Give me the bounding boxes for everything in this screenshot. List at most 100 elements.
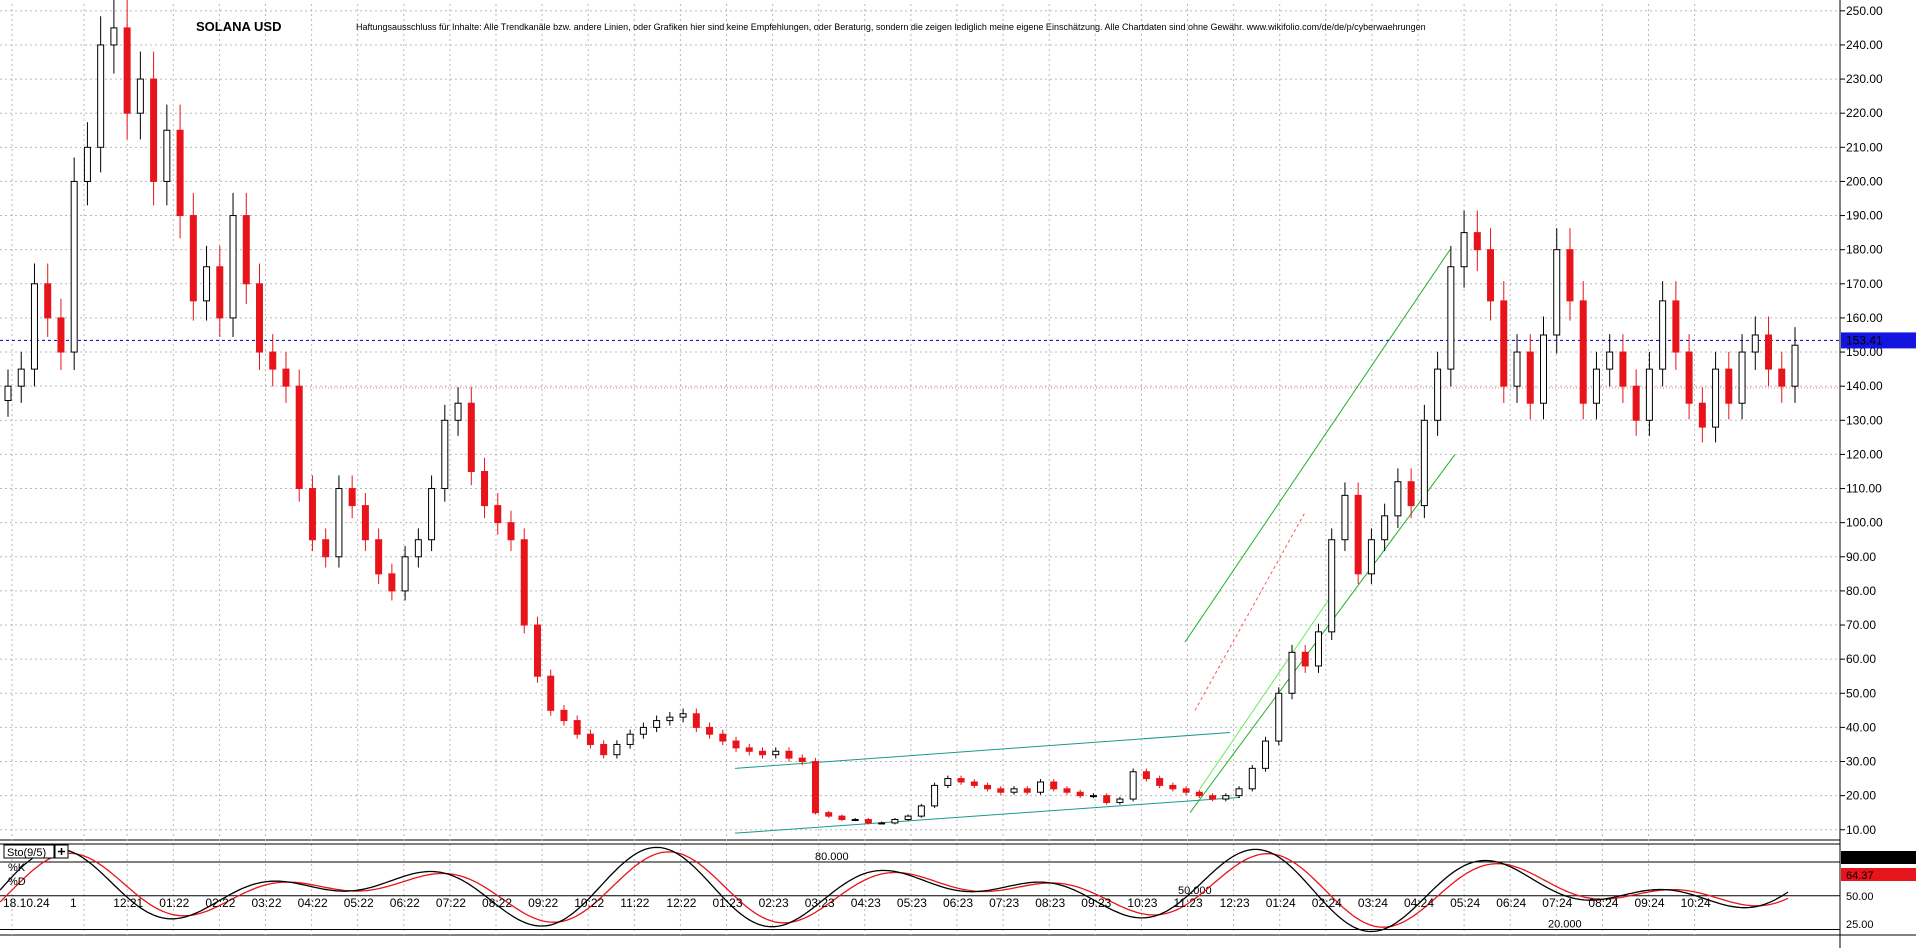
candle-body (361, 505, 369, 541)
candle (1579, 281, 1587, 420)
y-tick-label: 140.00 (1846, 379, 1883, 393)
candle (83, 122, 91, 206)
candle (414, 528, 422, 568)
candle-body (1566, 249, 1574, 302)
current-price-badge (1841, 332, 1916, 349)
x-tick-label: 12:23 (1220, 896, 1250, 910)
y-tick-label: 240.00 (1846, 38, 1883, 52)
candle-body (4, 385, 12, 402)
y-tick-label: 30.00 (1846, 755, 1876, 769)
candle-body (851, 819, 859, 822)
candle (123, 0, 131, 140)
candle (295, 369, 303, 502)
x-tick-label: 10:24 (1681, 896, 1711, 910)
candle-body (1619, 351, 1627, 387)
candle-body (163, 129, 171, 182)
candle-body (1050, 781, 1058, 790)
candle-body (1169, 784, 1177, 790)
candle (1460, 210, 1468, 288)
candle-body (706, 726, 714, 735)
candle (1341, 482, 1349, 552)
x-tick-label: 03:23 (805, 896, 835, 910)
candle-body (1275, 692, 1283, 742)
y-tick-label: 70.00 (1846, 618, 1876, 632)
candle-body (1685, 351, 1693, 404)
candle-body (1314, 631, 1322, 667)
candle-body (1222, 795, 1230, 800)
y-tick-label: 230.00 (1846, 72, 1883, 86)
x-tick-label: 01:24 (1266, 896, 1296, 910)
candle (308, 475, 316, 552)
candle (970, 779, 978, 789)
candle-body (1129, 771, 1137, 800)
candle-body (467, 402, 475, 472)
candle (1010, 786, 1018, 795)
candle-body (904, 815, 912, 821)
candle-body (428, 488, 436, 541)
candle (1248, 764, 1256, 792)
stochastic-panel: 80.000 50.000 20.000 Sto(9/5) %K %D 82.58 64.37… (0, 843, 1916, 933)
candle (1050, 779, 1058, 792)
y-tick-label: 250.00 (1846, 4, 1883, 18)
candle-body (1791, 344, 1799, 387)
candle (1367, 528, 1375, 584)
candle (573, 715, 581, 739)
candle-body (1023, 788, 1031, 793)
candle-body (944, 778, 952, 786)
candle (957, 775, 965, 785)
candle (811, 757, 819, 815)
candle (825, 810, 833, 818)
candle (97, 16, 105, 173)
candle-body (1606, 351, 1614, 370)
channel-bottom-teal (734, 796, 1241, 834)
candle-body (719, 733, 727, 742)
candle-body (1301, 651, 1309, 667)
candle (745, 743, 753, 756)
candle-body (1010, 788, 1018, 793)
candle (481, 457, 489, 519)
y-tick-label: 100.00 (1846, 516, 1883, 530)
candle-body (1076, 791, 1084, 797)
candle (1129, 768, 1137, 802)
x-tick-label: 08:23 (1035, 896, 1065, 910)
candle (30, 263, 38, 387)
candle-body (1698, 402, 1706, 428)
candle-body (1645, 368, 1653, 421)
x-tick-label: 10:22 (574, 896, 604, 910)
candle-body (586, 733, 594, 745)
channel-top-green (1184, 249, 1451, 643)
candle-body (984, 784, 992, 790)
candle (1659, 281, 1667, 387)
candle (1036, 779, 1044, 795)
candle (997, 786, 1005, 795)
candle (401, 546, 409, 601)
candle-body (1367, 539, 1375, 575)
x-tick-label: 04:24 (1404, 896, 1434, 910)
y-tick-label: 50.00 (1846, 686, 1876, 700)
candle (1116, 796, 1124, 805)
candle-body (679, 713, 687, 718)
stoch-d-badge (1841, 868, 1916, 881)
candle-body (811, 761, 819, 814)
candle-body (1116, 798, 1124, 803)
candle (1672, 281, 1680, 370)
candle-body (891, 819, 899, 824)
candle (1275, 687, 1283, 746)
candle-body (1381, 515, 1389, 541)
candle-body (1592, 368, 1600, 404)
x-tick-label: 06:23 (943, 896, 973, 910)
x-tick-label: 02:24 (1312, 896, 1342, 910)
candle (520, 528, 528, 634)
candle (944, 775, 952, 789)
x-tick-label: 03:24 (1358, 896, 1388, 910)
candle (1076, 789, 1084, 799)
x-tick-label: 18.10.24 (3, 896, 50, 910)
support-line (1199, 597, 1331, 790)
y-tick-label: 200.00 (1846, 174, 1883, 188)
candle (1553, 228, 1561, 354)
candle-body (1751, 334, 1759, 353)
candle (679, 708, 687, 723)
candle-body (600, 743, 608, 756)
x-tick-label: 09:24 (1635, 896, 1665, 910)
